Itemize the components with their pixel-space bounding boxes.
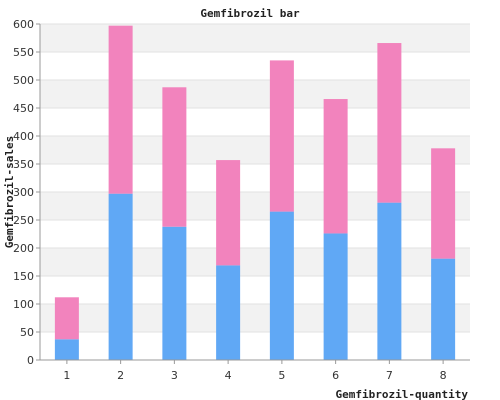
plot-band xyxy=(40,164,470,192)
plot-band xyxy=(40,248,470,276)
y-axis-label: Gemfibrozil-sales xyxy=(3,136,16,249)
y-tick-label: 250 xyxy=(13,214,34,227)
bar-series-2-4 xyxy=(216,160,241,266)
bar-series-1-1 xyxy=(54,339,79,360)
plot-band xyxy=(40,276,470,304)
y-tick-label: 400 xyxy=(13,130,34,143)
plot-band xyxy=(40,24,470,52)
bar-series-1-7 xyxy=(377,202,402,360)
x-axis-label: Gemfibrozil-quantity xyxy=(336,388,469,400)
bar-series-2-3 xyxy=(162,87,187,227)
plot-band xyxy=(40,52,470,80)
bar-series-2-1 xyxy=(54,297,79,340)
plot-band xyxy=(40,136,470,164)
bar-series-1-3 xyxy=(162,226,187,360)
y-tick-label: 0 xyxy=(27,354,34,367)
x-tick-label: 2 xyxy=(117,369,124,382)
plot-band xyxy=(40,108,470,136)
bar-series-1-5 xyxy=(269,211,294,360)
plot-band xyxy=(40,332,470,360)
y-tick-labels: 0 50 100 150 200 250 300 350 400 450 500 550 600 xyxy=(13,18,34,367)
bar-series-2-8 xyxy=(431,148,456,259)
bar-series-1-6 xyxy=(323,233,348,360)
bars xyxy=(54,25,456,360)
x-tick-label: 3 xyxy=(171,369,178,382)
y-tick-label: 450 xyxy=(13,102,34,115)
y-tick-label: 350 xyxy=(13,158,34,171)
x-tick-labels: 1 2 3 4 5 6 7 8 xyxy=(63,360,447,382)
bar-series-1-8 xyxy=(431,258,456,360)
y-tick-label: 500 xyxy=(13,74,34,87)
y-tick-label: 300 xyxy=(13,186,34,199)
bar-series-2-7 xyxy=(377,43,402,203)
x-tick-label: 1 xyxy=(63,369,70,382)
y-tick-label: 200 xyxy=(13,242,34,255)
bar-series-2-6 xyxy=(323,99,348,234)
plot-band xyxy=(40,304,470,332)
y-tick-label: 550 xyxy=(13,46,34,59)
bar-series-2-2 xyxy=(108,25,133,194)
bar-series-1-2 xyxy=(108,193,133,360)
y-tick-label: 50 xyxy=(20,326,34,339)
y-tick-label: 100 xyxy=(13,298,34,311)
axes xyxy=(39,24,470,361)
x-tick-label: 7 xyxy=(386,369,393,382)
chart-title: Gemfibrozil bar xyxy=(200,7,300,20)
y-tick-label: 600 xyxy=(13,18,34,31)
x-tick-label: 6 xyxy=(332,369,339,382)
plot-band xyxy=(40,220,470,248)
plot-band xyxy=(40,192,470,220)
bar-series-1-4 xyxy=(216,265,241,360)
plot-band xyxy=(40,80,470,108)
x-tick-label: 8 xyxy=(440,369,447,382)
bar-series-2-5 xyxy=(269,60,294,212)
x-tick-label: 5 xyxy=(278,369,285,382)
y-tick-label: 150 xyxy=(13,270,34,283)
x-tick-label: 4 xyxy=(225,369,232,382)
